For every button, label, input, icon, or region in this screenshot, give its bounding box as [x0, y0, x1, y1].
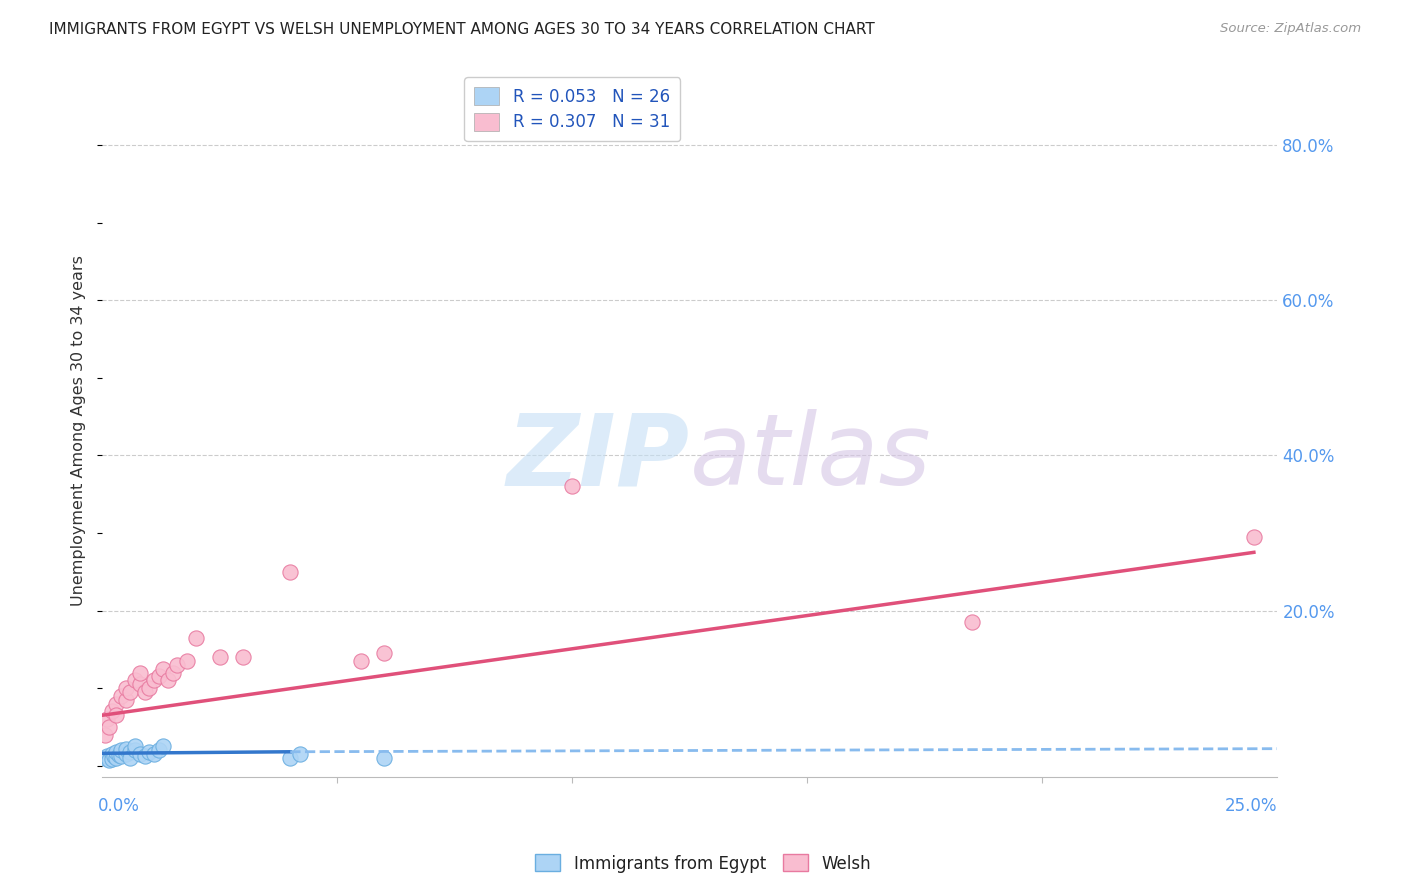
Point: [561, 479, 583, 493]
Point: [278, 751, 301, 765]
Point: [103, 748, 125, 763]
Point: [148, 743, 170, 757]
Point: [162, 665, 184, 680]
Point: [105, 751, 128, 765]
Point: [120, 751, 142, 765]
Text: 0.0%: 0.0%: [97, 797, 139, 814]
Point: [100, 705, 122, 719]
Legend: R = 0.053   N = 26, R = 0.307   N = 31: R = 0.053 N = 26, R = 0.307 N = 31: [464, 78, 681, 141]
Text: atlas: atlas: [690, 409, 931, 507]
Text: 25.0%: 25.0%: [1225, 797, 1278, 814]
Point: [114, 681, 136, 695]
Point: [110, 749, 132, 764]
Point: [157, 673, 180, 688]
Point: [960, 615, 983, 630]
Point: [232, 650, 254, 665]
Point: [186, 631, 208, 645]
Point: [350, 654, 373, 668]
Point: [100, 747, 122, 761]
Point: [1243, 530, 1265, 544]
Point: [208, 650, 231, 665]
Point: [93, 751, 115, 765]
Point: [138, 745, 160, 759]
Y-axis label: Unemployment Among Ages 30 to 34 years: Unemployment Among Ages 30 to 34 years: [72, 255, 86, 606]
Point: [98, 720, 121, 734]
Point: [93, 728, 115, 742]
Point: [98, 752, 121, 766]
Point: [120, 745, 142, 759]
Point: [110, 689, 132, 703]
Point: [114, 692, 136, 706]
Point: [114, 741, 136, 756]
Point: [96, 749, 118, 764]
Point: [134, 749, 156, 764]
Point: [124, 743, 146, 757]
Point: [152, 739, 174, 754]
Point: [110, 743, 132, 757]
Point: [166, 657, 188, 672]
Point: [128, 747, 150, 761]
Point: [105, 745, 128, 759]
Point: [107, 747, 129, 762]
Point: [373, 751, 395, 765]
Point: [114, 747, 136, 761]
Point: [148, 669, 170, 683]
Point: [128, 665, 150, 680]
Point: [288, 747, 311, 761]
Point: [120, 685, 142, 699]
Point: [105, 697, 128, 711]
Legend: Immigrants from Egypt, Welsh: Immigrants from Egypt, Welsh: [529, 847, 877, 880]
Point: [176, 654, 198, 668]
Point: [128, 677, 150, 691]
Point: [142, 673, 165, 688]
Point: [142, 747, 165, 761]
Point: [373, 646, 395, 660]
Point: [138, 681, 160, 695]
Text: Source: ZipAtlas.com: Source: ZipAtlas.com: [1220, 22, 1361, 36]
Text: ZIP: ZIP: [506, 409, 690, 507]
Point: [105, 708, 128, 723]
Text: IMMIGRANTS FROM EGYPT VS WELSH UNEMPLOYMENT AMONG AGES 30 TO 34 YEARS CORRELATIO: IMMIGRANTS FROM EGYPT VS WELSH UNEMPLOYM…: [49, 22, 875, 37]
Point: [152, 662, 174, 676]
Point: [124, 673, 146, 688]
Point: [124, 739, 146, 754]
Point: [134, 685, 156, 699]
Point: [278, 565, 301, 579]
Point: [100, 752, 122, 766]
Point: [96, 712, 118, 726]
